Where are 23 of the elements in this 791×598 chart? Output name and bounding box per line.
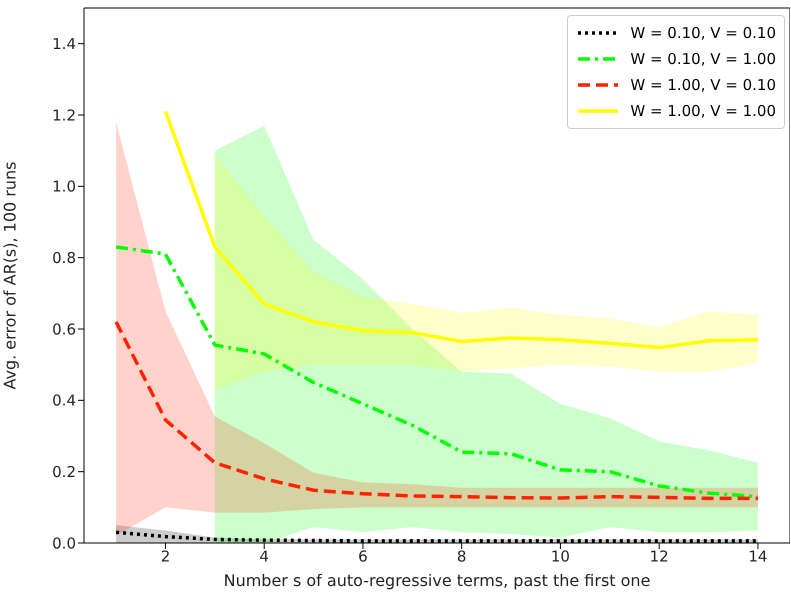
- y-tick-label: 1.0: [52, 178, 76, 196]
- y-tick-label: 0.0: [52, 534, 76, 552]
- y-tick-label: 1.4: [52, 34, 76, 53]
- x-tick-label: 8: [456, 548, 466, 566]
- legend-label: W = 0.10, V = 0.10: [630, 24, 776, 42]
- x-axis-title: Number s of auto-regressive terms, past the first one: [224, 571, 650, 590]
- y-axis-title: Avg. error of AR(s), 100 runs: [0, 161, 20, 390]
- x-tick-label: 4: [259, 548, 269, 566]
- x-tick-label: 14: [748, 548, 768, 566]
- x-tick-label: 12: [650, 548, 669, 566]
- x-tick-label: 10: [550, 548, 570, 566]
- y-tick-label: 0.2: [52, 462, 76, 481]
- x-tick-label: 6: [358, 548, 368, 566]
- legend-label: W = 1.00, V = 0.10: [630, 76, 776, 94]
- y-tick-label: 0.8: [52, 248, 76, 267]
- y-tick-label: 0.6: [52, 320, 76, 338]
- legend-label: W = 1.00, V = 1.00: [630, 102, 776, 120]
- line-series: [114, 245, 760, 498]
- y-tick-label: 1.2: [52, 106, 76, 124]
- line-series: [114, 320, 760, 500]
- legend-label: W = 0.10, V = 1.00: [630, 50, 776, 68]
- x-tick-label: 2: [160, 548, 170, 566]
- y-tick-label: 0.4: [52, 392, 76, 410]
